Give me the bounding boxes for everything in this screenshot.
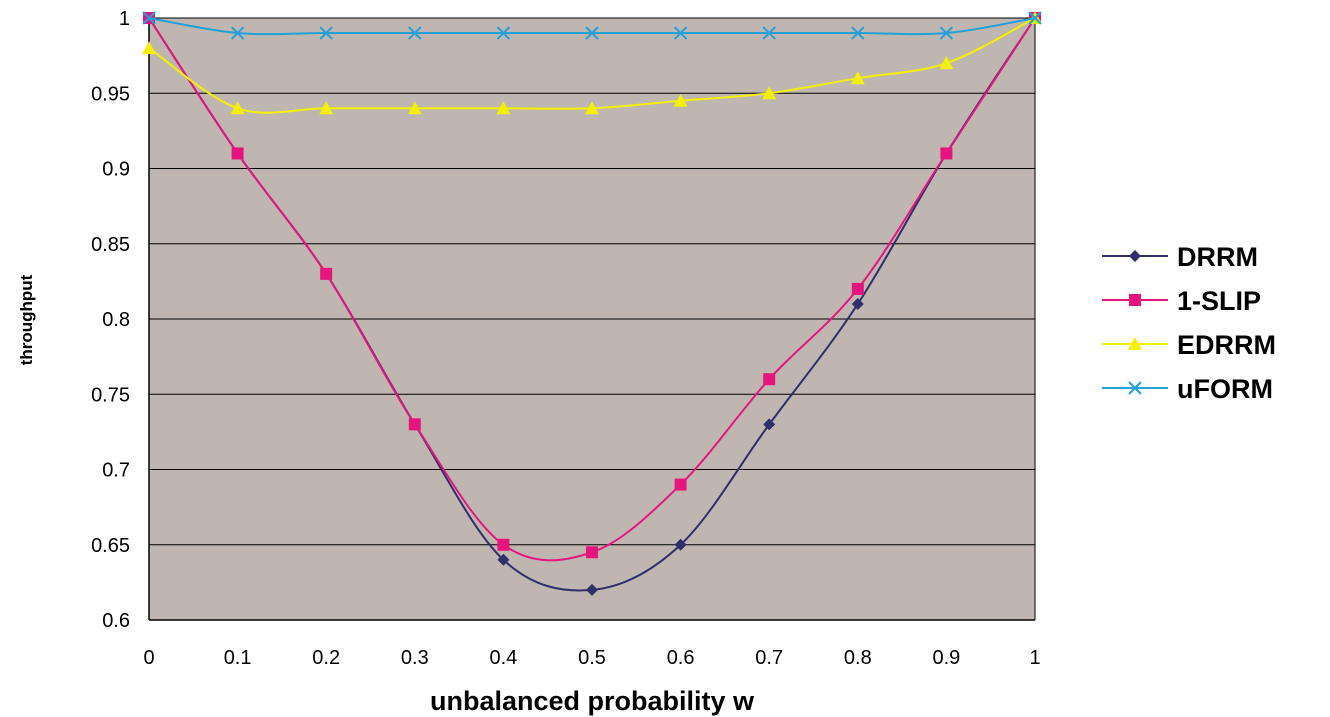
x-tick-label: 0.5 [578,647,606,669]
data-point-1-slip [497,538,510,551]
data-point-uform [142,11,156,25]
series-1-slip [143,12,1041,562]
data-point-uform [939,26,954,40]
data-point-1-slip [408,418,421,431]
data-point-edrrm [142,41,156,55]
data-point-uform [230,26,245,40]
y-tick-label: 0.6 [102,610,130,632]
data-point-1-slip [940,147,953,160]
legend-marker [1128,337,1142,350]
data-point-1-slip [586,546,598,559]
data-point-drrm [586,583,598,596]
data-point-edrrm [939,56,954,70]
y-tick-label: 0.95 [91,83,130,105]
data-point-drrm [674,538,687,551]
x-tick-label: 0.6 [667,647,695,669]
data-point-edrrm [496,101,511,115]
series-layer [142,11,1042,596]
x-tick-label: 0 [143,647,154,669]
x-tick-labels: 0 0.1 0.2 0.3 0.4 0.5 0.6 0.7 0.8 0.9 1 [143,647,1040,669]
data-point-edrrm [673,93,688,107]
y-tick-label: 0.7 [102,460,130,482]
data-point-drrm [851,297,864,310]
x-tick-label: 0.7 [755,647,783,669]
x-tick-label: 0.9 [932,647,960,669]
x-tick-label: 0.8 [844,647,872,669]
y-tick-label: 0.65 [91,535,130,557]
grid-lines [149,17,1036,621]
y-tick-label: 0.9 [102,159,130,181]
data-point-edrrm [319,101,334,115]
y-tick-labels: 0.6 0.65 0.7 0.75 0.8 0.85 0.9 0.95 1 [91,8,130,632]
data-point-edrrm [585,101,599,115]
data-point-edrrm [407,101,422,115]
data-point-drrm [497,553,510,566]
data-point-1-slip [674,478,687,491]
data-point-1-slip [851,282,864,295]
y-tick-label: 0.75 [91,384,130,406]
data-point-1-slip [763,373,776,386]
data-point-1-slip [231,147,244,160]
x-tick-label: 1 [1029,647,1040,669]
legend-item-uform: uFORM [1102,374,1273,404]
legend-marker [1128,381,1142,395]
data-point-drrm [763,418,776,431]
y-tick-label: 0.85 [91,234,130,256]
data-point-uform [319,26,333,40]
legend-label: DRRM [1177,242,1258,272]
y-tick-label: 0.8 [102,309,130,331]
data-point-uform [1028,11,1042,25]
data-point-edrrm [850,71,865,85]
data-point-uform [851,26,865,40]
data-point-uform [408,26,422,40]
data-point-edrrm [230,101,245,115]
x-tick-label: 0.2 [312,647,340,669]
data-point-uform [673,26,688,40]
legend-label: EDRRM [1177,330,1276,360]
data-point-edrrm [762,86,777,100]
x-tick-label: 0.1 [224,647,252,669]
x-tick-label: 0.4 [489,647,517,669]
x-tick-label: 0.3 [401,647,429,669]
legend-label: 1-SLIP [1177,286,1261,316]
x-axis-label: unbalanced probability w [430,686,755,716]
legend-marker [1129,294,1141,306]
data-point-uform [762,26,776,40]
y-tick-label: 1 [119,8,130,30]
series-uform [142,11,1042,40]
legend-item-drrm: DRRM [1102,242,1258,272]
legend-item-edrrm: EDRRM [1102,330,1276,360]
legend-marker [1129,250,1141,262]
legend-item-1-slip: 1-SLIP [1102,286,1261,316]
legend-label: uFORM [1177,374,1273,404]
data-point-1-slip [320,267,333,280]
data-point-uform [496,26,511,40]
data-point-uform [585,26,599,40]
legend: DRRM 1-SLIP EDRRM uFORM [1102,242,1276,404]
y-axis-label: throughput [17,274,36,365]
